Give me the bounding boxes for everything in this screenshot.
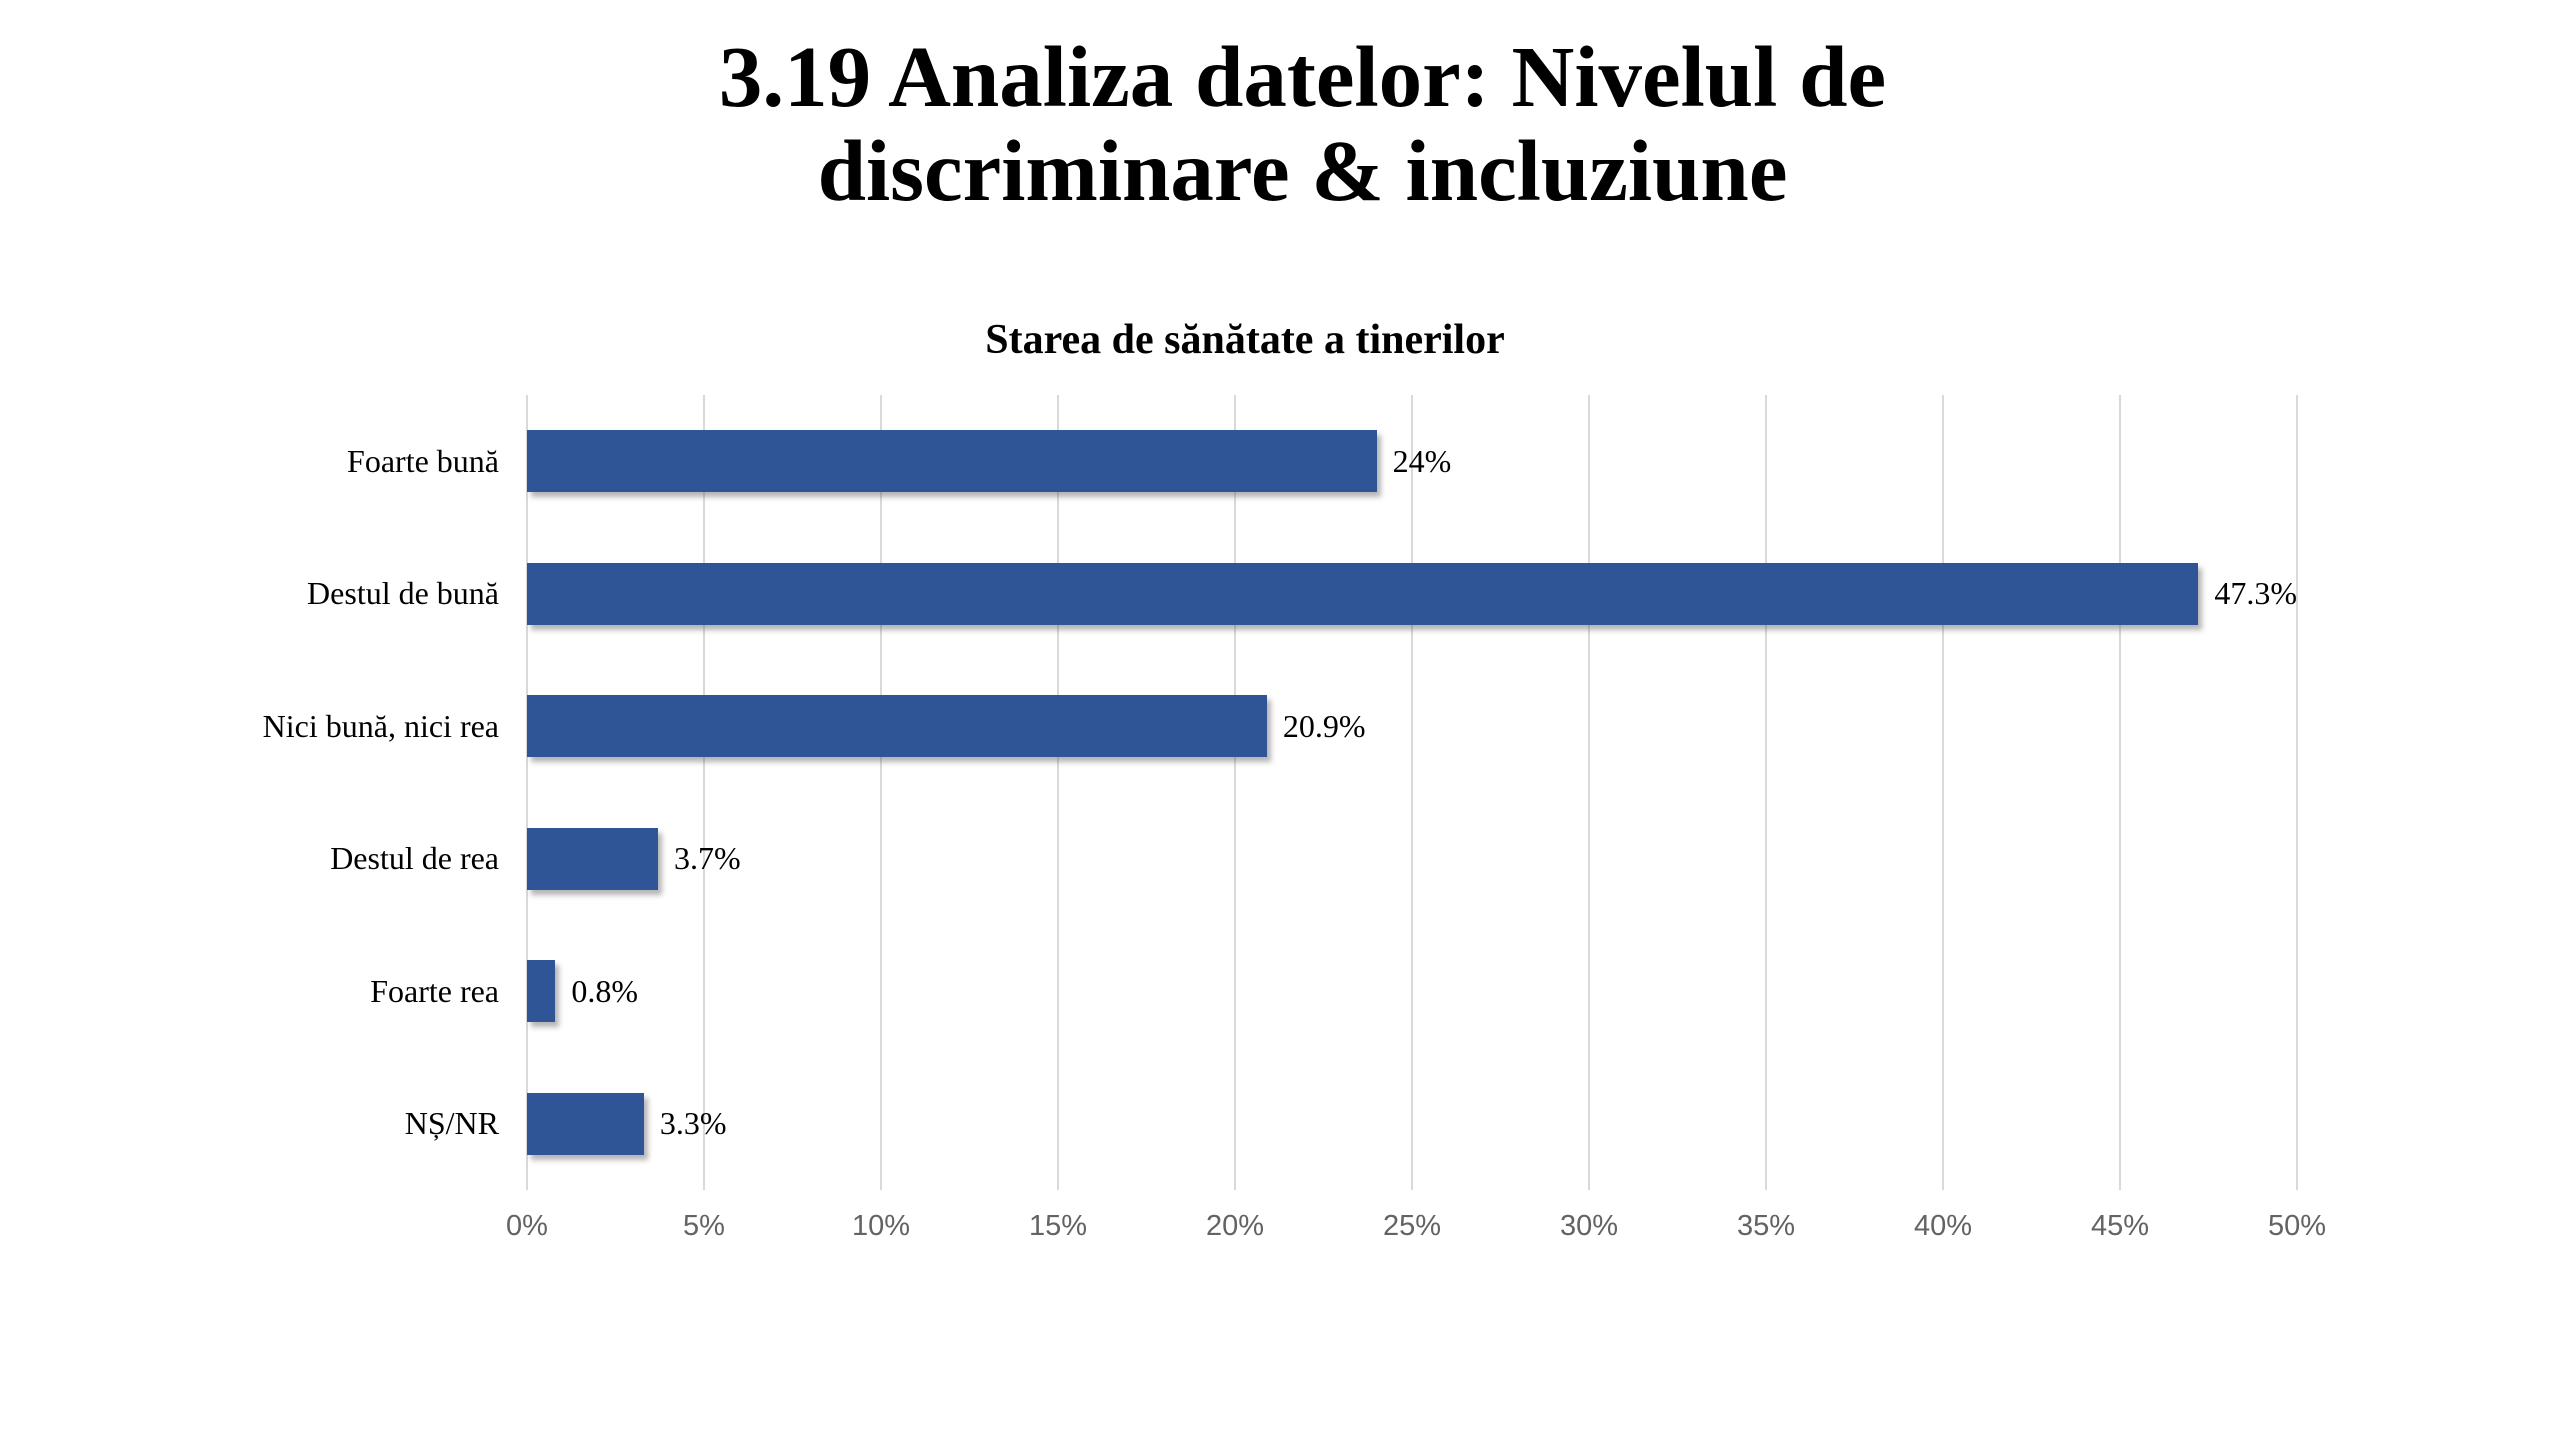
gridline	[1057, 395, 1059, 1190]
x-tick-label: 0%	[506, 1210, 548, 1242]
gridline	[1765, 395, 1767, 1190]
bar	[527, 430, 1377, 493]
bar-value-label: 20.9%	[1282, 707, 1366, 744]
category-label: Destul de bună	[307, 575, 499, 612]
bar-value-label: 0.8%	[571, 972, 638, 1009]
bar-row: 3.3%	[527, 1058, 2297, 1191]
bar-row: 47.3%	[527, 528, 2297, 661]
gridline	[1234, 395, 1236, 1190]
gridline	[880, 395, 882, 1190]
x-tick-label: 35%	[1736, 1210, 1796, 1242]
x-tick-label: 5%	[683, 1210, 725, 1242]
category-label: Foarte bună	[347, 442, 499, 479]
bar	[527, 695, 1267, 758]
x-tick-label: 50%	[2267, 1210, 2327, 1242]
bar	[527, 960, 556, 1023]
bar-value-label: 3.3%	[659, 1105, 727, 1142]
category-label: NȘ/NR	[404, 1105, 499, 1142]
bar-row: 24%	[527, 395, 2297, 528]
x-tick-label: 20%	[1205, 1210, 1265, 1242]
gridline	[1411, 395, 1413, 1190]
gridline	[526, 395, 528, 1190]
category-label: Destul de rea	[330, 840, 499, 877]
gridline	[2119, 395, 2121, 1190]
x-tick-label: 25%	[1382, 1210, 1442, 1242]
gridline	[1588, 395, 1590, 1190]
category-label: Nici bună, nici rea	[262, 707, 499, 744]
chart-title: Starea de sănătate a tinerilor	[985, 317, 1505, 363]
x-tick-label: 30%	[1559, 1210, 1619, 1242]
page-title: 3.19 Analiza datelor: Nivelul de discrim…	[0, 30, 2560, 218]
bar	[527, 1092, 644, 1155]
x-tick-label: 15%	[1028, 1210, 1088, 1242]
page-title-line2: discriminare & incluziune	[817, 121, 1788, 219]
bar-row: 20.9%	[527, 660, 2297, 793]
x-tick-label: 10%	[851, 1210, 911, 1242]
bar-value-label: 47.3%	[2214, 575, 2297, 612]
gridline	[2296, 395, 2298, 1190]
bar-row: 3.7%	[527, 793, 2297, 926]
bar-value-label: 3.7%	[673, 840, 741, 877]
bar	[527, 827, 658, 890]
bar-row: 0.8%	[527, 925, 2297, 1058]
plot-area: 24% 47.3% 20.9% 3.7% 0.8% 3.3%	[526, 395, 2298, 1191]
x-tick-label: 45%	[2090, 1210, 2150, 1242]
category-label: Foarte rea	[370, 972, 499, 1009]
x-tick-label: 40%	[1913, 1210, 1973, 1242]
gridline	[1942, 395, 1944, 1190]
page-title-line1: 3.19 Analiza datelor: Nivelul de	[718, 28, 1887, 125]
gridline	[703, 395, 705, 1190]
bar-value-label: 24%	[1392, 442, 1452, 479]
bar	[527, 562, 2199, 625]
